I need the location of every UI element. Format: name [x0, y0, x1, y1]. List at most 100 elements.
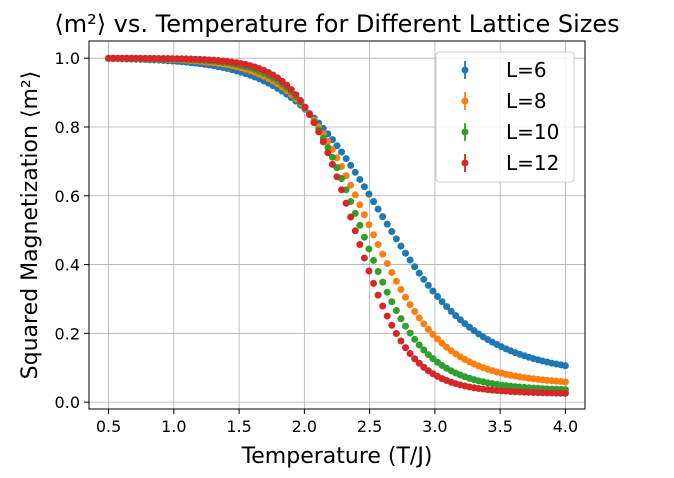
data-point — [429, 330, 437, 338]
data-point — [287, 86, 295, 94]
plot-frame — [88, 40, 586, 410]
data-point — [333, 173, 341, 181]
data-point — [315, 128, 323, 136]
y-axis-title: Squared Magnetization ⟨m²⟩ — [18, 71, 43, 380]
data-point — [392, 307, 400, 315]
y-tick-label: 0.2 — [55, 324, 80, 343]
data-point — [424, 281, 432, 289]
data-point — [438, 298, 446, 306]
data-point — [374, 241, 382, 249]
data-point — [328, 153, 336, 161]
legend-marker — [461, 128, 469, 136]
data-point — [383, 220, 391, 228]
data-point — [360, 211, 368, 219]
data-point — [365, 245, 373, 253]
data-point — [411, 307, 419, 315]
data-point — [406, 329, 414, 337]
x-tick-label: 3.0 — [422, 417, 447, 436]
data-point — [379, 250, 387, 258]
data-point — [392, 330, 400, 338]
data-point — [434, 293, 442, 301]
data-point — [388, 321, 396, 329]
x-tick-label: 4.0 — [553, 417, 578, 436]
data-point — [388, 228, 396, 236]
x-tick-label: 0.5 — [96, 417, 121, 436]
data-point — [342, 155, 350, 163]
data-point — [356, 241, 364, 249]
data-point — [429, 287, 437, 295]
legend-marker — [461, 66, 469, 74]
data-point — [388, 298, 396, 306]
y-tick-label: 1.0 — [55, 49, 80, 68]
y-tick-label: 0.8 — [55, 118, 80, 137]
x-axis-ticks: 0.5 1.0 1.5 2.0 2.5 3.0 3.5 4.0 — [96, 409, 578, 436]
data-point — [360, 254, 368, 262]
data-point — [434, 335, 442, 343]
data-point — [370, 231, 378, 239]
data-point — [406, 301, 414, 309]
data-point — [283, 81, 291, 89]
data-point — [411, 335, 419, 343]
legend-marker — [461, 97, 469, 105]
data-point — [456, 316, 464, 324]
data-point — [397, 337, 405, 345]
data-point — [447, 307, 455, 315]
data-point — [374, 291, 382, 299]
data-point — [383, 312, 391, 320]
data-point — [561, 362, 569, 370]
data-point — [402, 249, 410, 257]
data-point — [351, 227, 359, 235]
data-point — [379, 302, 387, 310]
x-tick-label: 3.5 — [487, 417, 512, 436]
data-point — [360, 183, 368, 191]
data-point — [411, 263, 419, 271]
data-point — [374, 268, 382, 276]
legend-marker — [461, 159, 469, 167]
data-point — [347, 181, 355, 189]
data-point — [370, 256, 378, 264]
data-point — [402, 344, 410, 352]
data-point — [356, 175, 364, 183]
x-tick-label: 1.0 — [161, 417, 186, 436]
data-point — [402, 322, 410, 330]
y-axis-ticks: 0.0 0.2 0.4 0.6 0.8 1.0 — [55, 49, 89, 412]
x-tick-label: 1.5 — [226, 417, 251, 436]
x-axis-title: Temperature (T/J) — [241, 444, 433, 469]
data-point — [365, 221, 373, 229]
legend-frame — [435, 51, 575, 183]
data-point — [365, 190, 373, 198]
data-point — [338, 186, 346, 194]
data-point — [374, 205, 382, 213]
data-point — [347, 161, 355, 169]
data-point — [415, 341, 423, 349]
chart-title: ⟨m²⟩ vs. Temperature for Different Latti… — [54, 10, 619, 38]
data-point — [306, 110, 314, 118]
data-point — [370, 279, 378, 287]
data-point — [379, 278, 387, 286]
data-point — [452, 312, 460, 320]
data-point — [392, 277, 400, 285]
data-point — [301, 103, 309, 111]
data-point — [420, 275, 428, 283]
x-tick-label: 2.0 — [292, 417, 317, 436]
y-tick-label: 0.4 — [55, 256, 80, 275]
data-point — [397, 285, 405, 293]
data-point — [424, 325, 432, 333]
data-point — [388, 269, 396, 277]
data-point — [415, 359, 423, 367]
data-point — [392, 235, 400, 243]
data-point — [296, 96, 304, 104]
data-point — [360, 233, 368, 241]
data-point — [383, 260, 391, 268]
data-point — [351, 168, 359, 176]
data-point — [443, 303, 451, 311]
data-point — [406, 256, 414, 264]
data-point — [324, 143, 332, 151]
data-point — [402, 293, 410, 301]
data-point — [342, 199, 350, 207]
data-point — [420, 320, 428, 328]
data-point — [347, 213, 355, 221]
data-point — [379, 213, 387, 221]
data-point — [292, 91, 300, 99]
